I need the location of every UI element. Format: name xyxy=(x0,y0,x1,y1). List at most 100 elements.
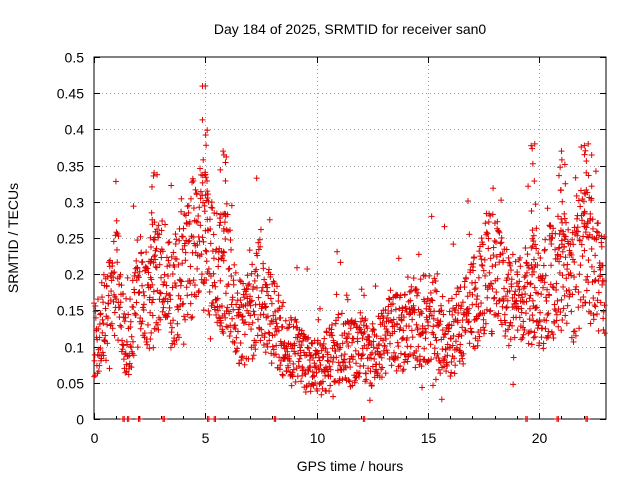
data-point xyxy=(489,211,496,218)
data-point xyxy=(390,316,397,323)
y-tick-label: 0.5 xyxy=(65,50,85,66)
data-point xyxy=(394,339,401,346)
data-point xyxy=(170,249,177,256)
data-point xyxy=(464,293,471,300)
data-point xyxy=(495,228,502,235)
x-tick-label: 15 xyxy=(421,430,437,446)
data-point xyxy=(315,350,322,357)
data-point xyxy=(253,175,260,182)
data-point xyxy=(105,292,112,299)
data-point xyxy=(222,290,229,297)
data-point xyxy=(272,316,279,323)
data-point xyxy=(183,284,190,291)
data-point xyxy=(277,314,284,321)
data-point xyxy=(487,212,494,219)
data-point xyxy=(213,210,220,217)
data-point xyxy=(582,229,589,236)
data-point xyxy=(264,343,271,350)
data-point xyxy=(509,322,516,329)
data-point xyxy=(161,416,168,422)
data-point xyxy=(223,153,230,160)
data-point xyxy=(391,328,398,335)
data-point xyxy=(559,219,566,226)
data-point xyxy=(325,358,332,365)
data-point xyxy=(229,294,236,301)
data-point xyxy=(574,232,581,239)
data-point xyxy=(197,222,204,229)
data-point xyxy=(435,366,442,373)
data-point xyxy=(137,233,144,240)
data-point xyxy=(217,277,224,284)
data-point xyxy=(120,356,127,363)
data-point xyxy=(461,278,468,285)
data-point xyxy=(399,307,406,314)
data-point xyxy=(203,248,210,255)
data-point xyxy=(419,384,426,391)
data-point xyxy=(252,339,259,346)
y-tick-label: 0.2 xyxy=(65,267,85,283)
data-point xyxy=(591,268,598,275)
data-point xyxy=(117,322,124,329)
data-point xyxy=(400,366,407,373)
data-point xyxy=(119,346,126,353)
data-point xyxy=(346,378,353,385)
y-tick-label: 0.4 xyxy=(65,122,85,138)
data-point xyxy=(470,260,477,267)
data-point xyxy=(158,274,165,281)
data-point xyxy=(489,330,496,337)
data-point xyxy=(151,253,158,260)
data-point xyxy=(441,331,448,338)
data-point xyxy=(318,391,325,398)
data-point xyxy=(465,318,472,325)
data-point xyxy=(522,244,529,251)
data-point xyxy=(569,291,576,298)
data-point xyxy=(455,288,462,295)
data-point xyxy=(222,159,229,166)
data-point xyxy=(273,283,280,290)
data-point xyxy=(224,211,231,218)
data-point xyxy=(109,260,116,267)
data-point xyxy=(157,316,164,323)
data-point xyxy=(195,212,202,219)
data-point xyxy=(273,342,280,349)
data-point xyxy=(536,318,543,325)
data-point xyxy=(196,204,203,211)
data-point xyxy=(263,303,270,310)
data-point xyxy=(249,319,256,326)
data-point xyxy=(207,335,214,342)
data-point xyxy=(435,322,442,329)
data-point xyxy=(562,233,569,240)
data-point xyxy=(590,316,597,323)
data-point xyxy=(555,245,562,252)
data-point xyxy=(390,349,397,356)
data-point xyxy=(333,354,340,361)
data-point xyxy=(197,188,204,195)
x-tick-labels: 0 5 10 15 20 xyxy=(91,430,548,446)
data-point xyxy=(579,302,586,309)
data-point xyxy=(169,270,176,277)
data-point xyxy=(423,329,430,336)
data-point xyxy=(220,248,227,255)
data-point xyxy=(525,183,532,190)
data-point xyxy=(588,151,595,158)
data-point xyxy=(598,243,605,250)
data-point xyxy=(209,205,216,212)
data-point xyxy=(154,321,161,328)
data-point xyxy=(488,280,495,287)
data-point xyxy=(515,283,522,290)
data-point xyxy=(263,281,270,288)
data-point xyxy=(147,274,154,281)
data-point xyxy=(400,327,407,334)
data-point xyxy=(555,306,562,313)
data-point xyxy=(361,292,368,299)
data-point xyxy=(135,274,142,281)
data-point xyxy=(201,208,208,215)
data-point xyxy=(507,336,514,343)
data-point xyxy=(512,258,519,265)
data-point xyxy=(475,274,482,281)
data-point xyxy=(444,352,451,359)
data-point xyxy=(529,235,536,242)
data-point xyxy=(226,333,233,340)
data-point xyxy=(371,356,378,363)
data-point xyxy=(191,282,198,289)
